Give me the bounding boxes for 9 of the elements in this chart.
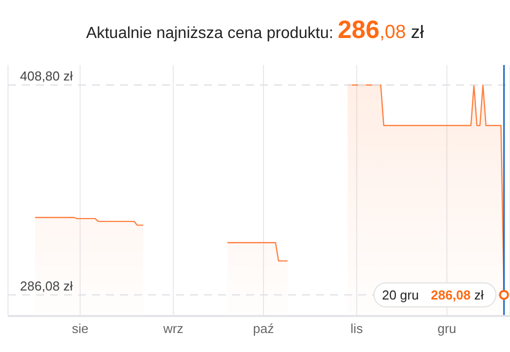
chart-title: Aktualnie najniższa cena produktu: 286,08 zł <box>86 16 424 44</box>
x-tick-label: lis <box>350 321 364 336</box>
x-tick-label: sie <box>72 321 88 336</box>
y-tick-label: 286,08 zł <box>20 278 73 294</box>
y-tick-label: 408,80 zł <box>20 68 73 84</box>
x-tick-label: gru <box>437 321 456 336</box>
x-tick-label: wrz <box>162 321 184 336</box>
x-tick-label: paź <box>253 321 274 336</box>
annotation: 20 gru 286,08 zł <box>382 287 484 302</box>
